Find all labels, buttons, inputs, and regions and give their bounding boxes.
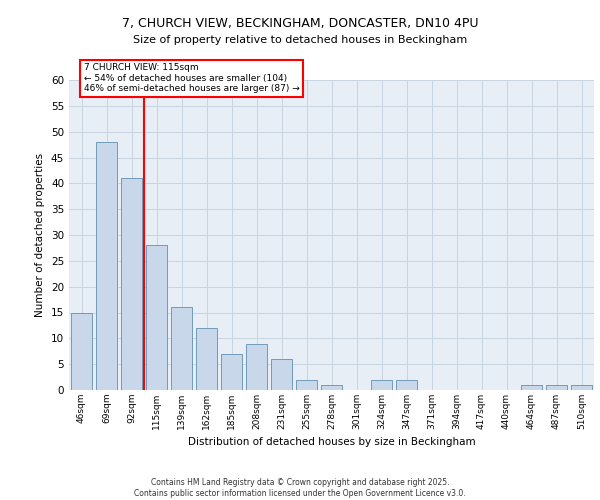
- Bar: [271, 359, 292, 390]
- Y-axis label: Number of detached properties: Number of detached properties: [35, 153, 46, 317]
- Bar: [171, 308, 192, 390]
- Bar: [121, 178, 142, 390]
- Bar: [71, 312, 92, 390]
- Bar: [521, 385, 542, 390]
- Bar: [196, 328, 217, 390]
- Bar: [96, 142, 117, 390]
- X-axis label: Distribution of detached houses by size in Beckingham: Distribution of detached houses by size …: [188, 438, 475, 448]
- Bar: [146, 246, 167, 390]
- Text: 7, CHURCH VIEW, BECKINGHAM, DONCASTER, DN10 4PU: 7, CHURCH VIEW, BECKINGHAM, DONCASTER, D…: [122, 18, 478, 30]
- Bar: [546, 385, 567, 390]
- Bar: [246, 344, 267, 390]
- Text: Size of property relative to detached houses in Beckingham: Size of property relative to detached ho…: [133, 35, 467, 45]
- Text: Contains HM Land Registry data © Crown copyright and database right 2025.
Contai: Contains HM Land Registry data © Crown c…: [134, 478, 466, 498]
- Bar: [321, 385, 342, 390]
- Bar: [371, 380, 392, 390]
- Text: 7 CHURCH VIEW: 115sqm
← 54% of detached houses are smaller (104)
46% of semi-det: 7 CHURCH VIEW: 115sqm ← 54% of detached …: [84, 63, 300, 93]
- Bar: [396, 380, 417, 390]
- Bar: [571, 385, 592, 390]
- Bar: [296, 380, 317, 390]
- Bar: [221, 354, 242, 390]
